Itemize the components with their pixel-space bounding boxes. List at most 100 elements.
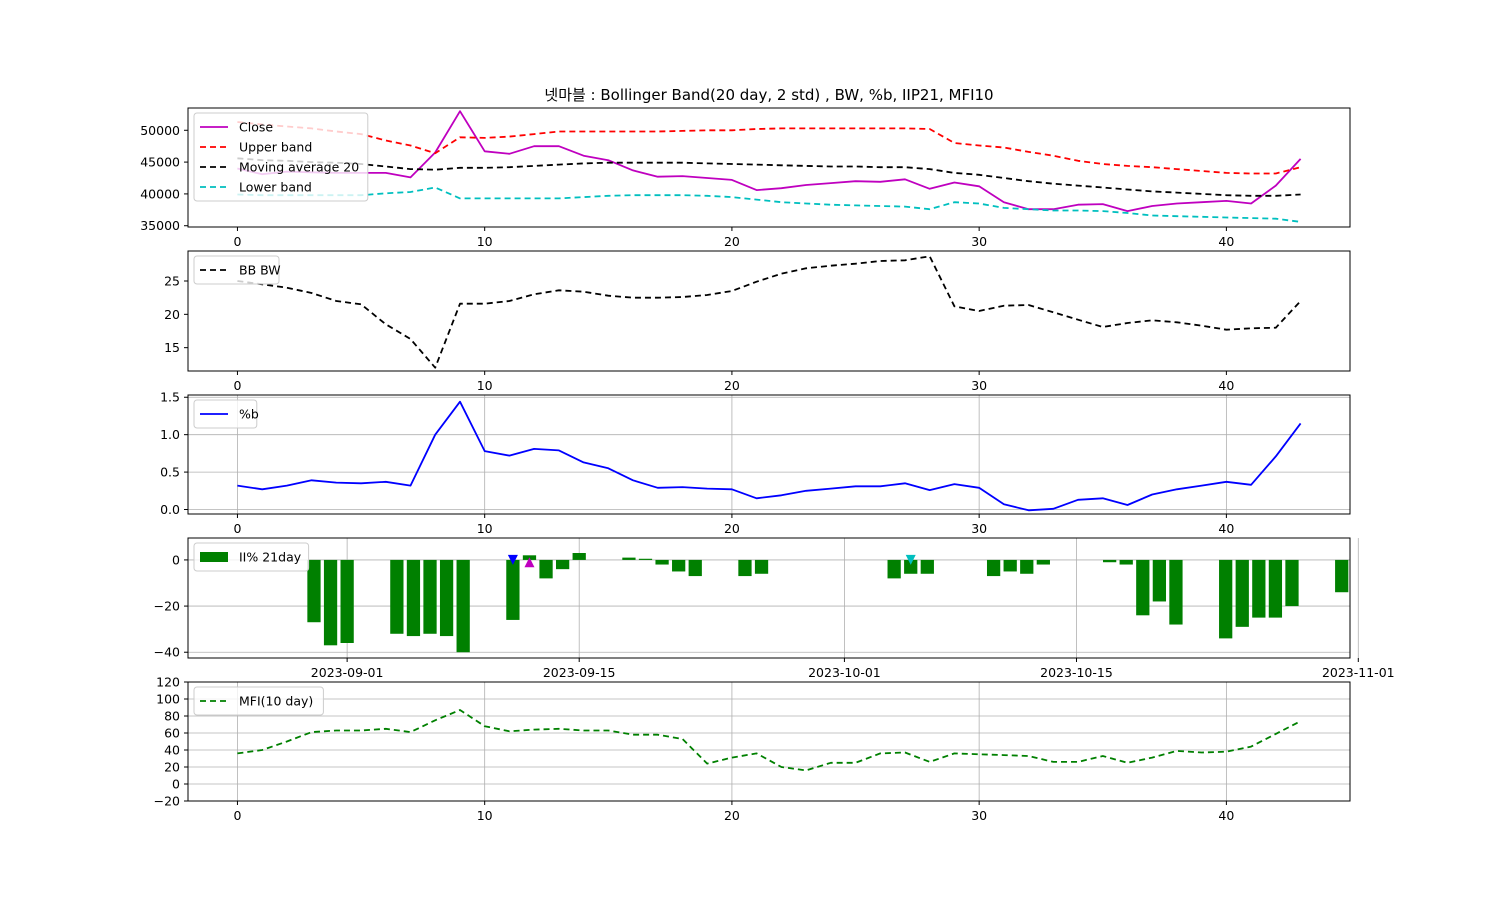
series-line	[237, 255, 1302, 369]
bar	[738, 559, 752, 577]
bar	[904, 559, 918, 574]
chart-title: 넷마블 : Bollinger Band(20 day, 2 std) , BW…	[544, 86, 993, 104]
y-tick-label: 50000	[140, 123, 180, 138]
y-tick-label: 0.0	[160, 502, 180, 517]
bar	[1235, 559, 1249, 627]
x-tick-label: 30	[971, 378, 987, 393]
bar	[1152, 559, 1167, 602]
legend: %b	[193, 399, 259, 429]
axes-frame	[187, 394, 1351, 515]
plot-area	[237, 709, 1302, 772]
x-tick-label: 0	[233, 521, 241, 536]
x-tick-label: 0	[233, 234, 241, 249]
legend-label: Lower band	[239, 180, 312, 195]
legend: II% 21day	[193, 542, 310, 572]
signal-marker	[507, 554, 518, 565]
x-tick-label: 20	[724, 521, 740, 536]
bar	[754, 559, 769, 574]
bar	[1335, 559, 1349, 593]
series-line	[237, 186, 1301, 223]
x-tick-label: 30	[971, 808, 987, 823]
bar	[688, 559, 702, 577]
x-tick-label: 0	[233, 808, 241, 823]
y-tick-label: −40	[154, 645, 180, 660]
panel-iip: 0 −20 −40 2023-09-01 2023-09-15 2023-10-01 202…	[154, 537, 1395, 680]
x-tick-label: 30	[971, 234, 987, 249]
legend-swatch	[200, 552, 228, 562]
bar	[887, 559, 901, 579]
legend-label: MFI(10 day)	[239, 694, 313, 709]
bar	[1268, 559, 1283, 618]
bar	[323, 559, 338, 646]
legend-box	[193, 255, 280, 285]
x-tick-label: 10	[477, 521, 493, 536]
y-tick-label: −20	[154, 599, 180, 614]
bar	[572, 553, 586, 560]
series-line	[237, 157, 1301, 197]
y-tick-label: 1.0	[160, 427, 180, 442]
bar	[1252, 559, 1266, 618]
y-tick-label: 45000	[140, 155, 180, 170]
bar	[920, 559, 934, 574]
bar	[423, 559, 437, 634]
x-tick-label: 40	[1218, 378, 1234, 393]
legend-label: Close	[239, 120, 273, 135]
bar	[1219, 559, 1233, 639]
bar	[456, 559, 470, 653]
axes-frame	[187, 250, 1351, 372]
bar	[506, 559, 520, 620]
bar	[1285, 559, 1299, 607]
legend-label: Moving average 20	[239, 160, 359, 175]
bar	[1003, 559, 1017, 572]
series-line	[237, 400, 1302, 512]
series-line	[237, 709, 1302, 772]
x-tick-label: 40	[1218, 808, 1234, 823]
plot-area	[237, 400, 1302, 512]
y-tick-label: 20	[164, 307, 180, 322]
bar	[1136, 559, 1150, 616]
x-tick-label: 20	[724, 808, 740, 823]
x-tick-label: 10	[477, 808, 493, 823]
signal-marker	[905, 554, 916, 565]
y-tick-label: 40000	[140, 186, 180, 201]
panel-mfi: −20 0 20 40 60 80 100 120 0 10 20 30 40 MFI(10 day)	[154, 675, 1351, 823]
y-tick-label: 60	[164, 726, 180, 741]
bar	[638, 558, 653, 560]
bar	[307, 559, 321, 623]
x-tick-label: 40	[1218, 521, 1234, 536]
x-tick-label: 0	[233, 378, 241, 393]
legend-box	[193, 112, 369, 202]
legend-label: II% 21day	[239, 550, 302, 565]
bar	[1169, 559, 1183, 625]
legend-box	[193, 542, 310, 572]
y-tick-label: 0.5	[160, 465, 180, 480]
bar	[555, 559, 570, 570]
bar	[390, 559, 404, 634]
legend: Close Upper band Moving average 20 Lower ba…	[193, 112, 369, 202]
legend-box	[193, 686, 324, 716]
y-tick-label: 1.5	[160, 390, 180, 405]
signal-marker	[524, 557, 535, 568]
bar	[1036, 559, 1050, 565]
x-tick-label: 10	[477, 234, 493, 249]
x-tick-label: 10	[477, 378, 493, 393]
y-tick-label: 35000	[140, 218, 180, 233]
bar	[622, 557, 636, 560]
plot-area	[307, 553, 1349, 653]
series-line	[237, 110, 1302, 213]
bar	[1020, 559, 1034, 574]
legend-label: BB BW	[239, 263, 281, 278]
y-tick-label: −20	[154, 794, 180, 809]
legend-label: Upper band	[239, 140, 312, 155]
x-tick-label: 20	[724, 234, 740, 249]
x-tick-label: 30	[971, 521, 987, 536]
plot-area	[237, 110, 1302, 223]
bar	[655, 559, 669, 565]
panel-bw: 15 20 25 0 10 20 30 40 BB BW	[164, 250, 1351, 393]
bar	[1103, 559, 1117, 563]
y-tick-label: 0	[172, 552, 180, 567]
panel-price: 35000 40000 45000 50000 0 10 20 30 40 Close Upper …	[140, 107, 1351, 249]
x-tick-label: 2023-09-01	[311, 665, 384, 680]
plot-area	[237, 255, 1302, 369]
bar	[1119, 559, 1133, 565]
